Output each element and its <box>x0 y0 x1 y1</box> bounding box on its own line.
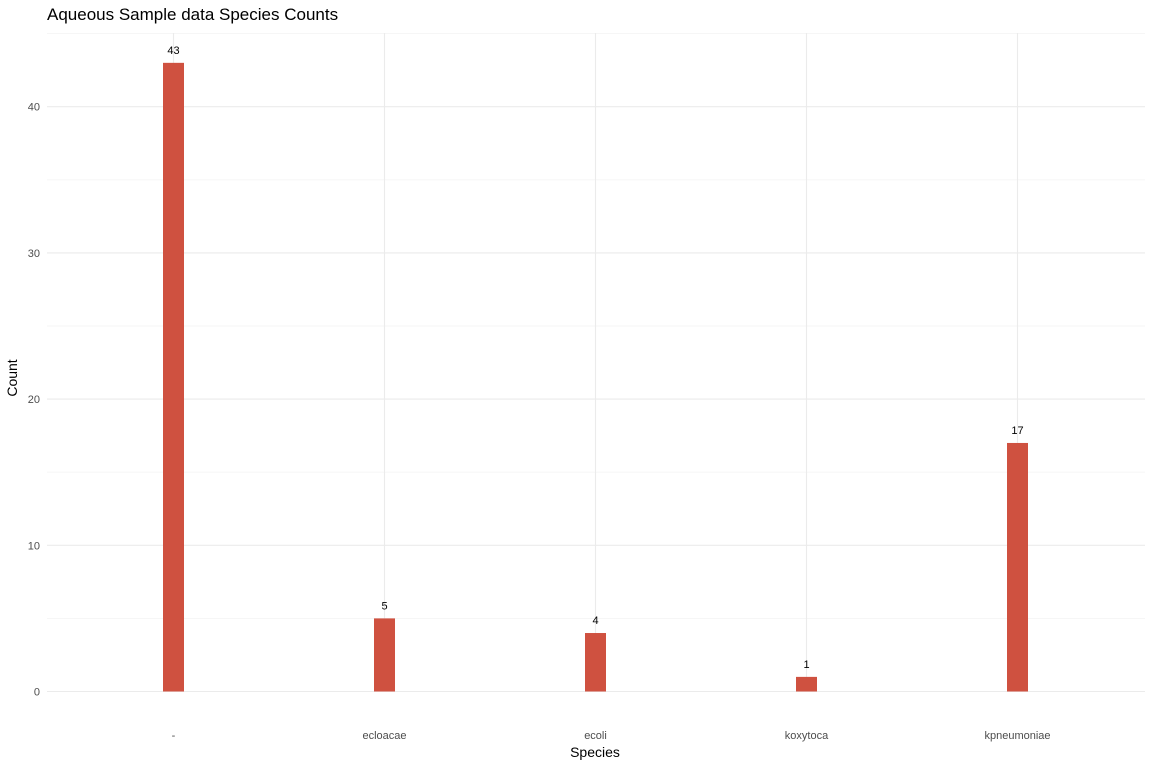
data-label: 5 <box>381 600 387 612</box>
y-tick-label: 20 <box>28 394 40 406</box>
data-label: 43 <box>167 45 179 57</box>
bar <box>585 633 606 692</box>
x-tick-label: ecoli <box>584 730 607 742</box>
x-tick-label-layer: - ecloacae ecoli koxytoca kpneumoniae <box>172 730 1051 742</box>
data-label: 4 <box>592 615 598 627</box>
bar <box>796 676 817 692</box>
x-axis-title: Species <box>570 744 620 760</box>
data-label: 1 <box>803 659 809 671</box>
y-tick-label: 40 <box>28 102 40 114</box>
bar <box>374 618 395 692</box>
y-axis-title: Count <box>4 359 20 396</box>
x-tick-label: - <box>172 730 176 742</box>
y-tick-label: 30 <box>28 248 40 260</box>
x-tick-label: koxytoca <box>785 730 829 742</box>
bar-layer <box>163 62 1028 692</box>
x-tick-label: kpneumoniae <box>984 730 1050 742</box>
x-tick-label: ecloacae <box>362 730 406 742</box>
grid-layer <box>47 33 1145 693</box>
bar <box>1007 442 1028 692</box>
y-tick-label-layer: 0 10 20 30 40 <box>28 102 40 699</box>
y-tick-label: 10 <box>28 540 40 552</box>
y-tick-label: 0 <box>34 687 40 699</box>
data-label-layer: 43 5 4 1 17 <box>167 45 1023 671</box>
chart-title: Aqueous Sample data Species Counts <box>47 5 338 24</box>
bar <box>163 62 184 692</box>
data-label: 17 <box>1011 425 1023 437</box>
